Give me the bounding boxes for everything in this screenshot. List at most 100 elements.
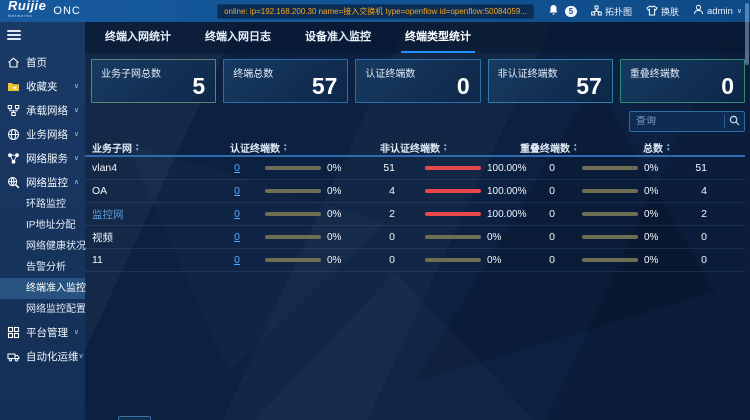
tab-bar: 终端入网统计 终端入网日志 设备准入监控 终端类型统计 [85,22,750,53]
cell-overlap-bar: 0% [555,255,685,266]
auth-percent: 0% [327,231,342,243]
tab-0[interactable]: 终端入网统计 [105,31,171,43]
menu-toggle-icon[interactable] [7,30,21,40]
cell-auth-count: 0 [155,185,240,197]
table-row: 监控网 0 0% 2 100.00% 0 0% 2 [85,203,745,226]
auth-count-link[interactable]: 0 [234,254,240,266]
sort-icon: ▲ ▼ [666,142,670,152]
sort-icon: ▲ ▼ [135,142,139,152]
stat-card-label: 终端总数 [233,69,274,80]
cell-unauth-bar: 100.00% [395,186,526,197]
overlap-percent: 0% [644,185,659,197]
progress-bar [425,166,481,170]
column-header-1[interactable]: 认证终端数 ▲ ▼ [230,142,288,155]
column-header-4[interactable]: 总数 ▲ ▼ [643,142,671,155]
search-row [85,103,750,138]
unauth-percent: 0% [487,231,502,243]
sidebar-subitem-9[interactable]: 告警分析 [26,262,66,273]
sidebar-item-1[interactable]: 收藏夹 ∨ [0,74,85,98]
cell-unauth-bar: 100.00% [395,208,527,220]
sidebar-item-4[interactable]: 网络服务 ∨ [0,146,85,170]
cell-unauth-bar: 100.00% [395,163,526,174]
table-row: OA 0 0% 4 100.00% 0 0% 4 [85,180,745,203]
chevron-down-icon: ∨ [78,353,84,360]
globe-icon [7,128,20,141]
column-header-2[interactable]: 非认证终端数 ▲ ▼ [380,142,448,155]
topology-button[interactable]: 拓扑图 [591,5,632,18]
tab-3[interactable]: 终端类型统计 [401,22,475,53]
auth-count-link[interactable]: 0 [234,162,240,174]
table-row: 11 0 0% 0 0% 0 0% 0 [85,249,745,272]
cell-auth-bar: 0% [240,232,366,243]
cell-unauth-count: 0 [389,231,395,243]
auth-count-link[interactable]: 0 [234,231,240,243]
progress-bar [265,212,321,216]
auth-percent: 0% [327,208,342,220]
overlap-percent: 0% [644,208,659,220]
auth-count-link[interactable]: 0 [234,185,240,197]
sidebar-subitem-6[interactable]: 环路监控 [26,199,66,210]
sidebar-item-label: 网络服务 [26,152,68,165]
subnet-table: 业务子网 ▲ ▼ 认证终端数 ▲ ▼ 非认证终端数 ▲ ▼ 重叠终端数 ▲ ▼ 总数 ▲ ▼ vlan4 0 0… [85,138,745,272]
chevron-down-icon: ∨ [73,107,79,114]
sidebar-subitem-7[interactable]: IP地址分配 [26,220,76,231]
tab-2[interactable]: 设备准入监控 [305,31,371,43]
cell-auth-count: 0 [155,231,240,243]
cell-overlap-count: 0 [549,231,555,243]
user-menu[interactable]: admin ∨ [693,4,742,18]
sort-icon: ▲ ▼ [443,142,447,152]
search-input[interactable] [636,116,720,127]
divider [724,115,725,128]
column-header-3[interactable]: 重叠终端数 ▲ ▼ [520,142,578,155]
search-box [629,111,745,132]
sidebar-item-12[interactable]: 平台管理 ∨ [0,320,85,344]
sidebar: 首页 收藏夹 ∨ 承载网络 ∨ 业务网络 ∨ 网络服务 ∨ 网络监控 ∧ 环路监控 IP地址分配 网络健康… [0,22,86,420]
sidebar-item-label: 自动化运维 [26,350,79,363]
sidebar-item-label: 收藏夹 [26,80,58,93]
sort-up-icon: ▲ [283,142,288,147]
top-bar: Ruijie Networks ONC online: ip=192.168.2… [0,0,750,22]
stat-card-label: 非认证终端数 [497,69,558,80]
auth-count-link[interactable]: 0 [234,208,240,220]
product-name: ONC [53,5,81,17]
sort-icon: ▲ ▼ [283,142,288,152]
sidebar-subitem-10[interactable]: 终端准入监控 [0,278,86,299]
shirt-icon [646,4,661,18]
cell-total: 0 [701,254,707,266]
sidebar-subitem-8[interactable]: 网络健康状况 [26,241,86,252]
stat-card-0: 业务子网总数 5 [91,59,217,103]
stat-card-1: 终端总数 57 [223,59,349,103]
stat-card-3: 非认证终端数 57 [487,59,613,103]
brand-name: Ruijie [8,0,47,13]
stat-card-value: 0 [721,73,735,99]
stat-card-label: 重叠终端数 [629,69,680,80]
monitor-globe-icon [7,176,20,189]
cell-unauth-count: 4 [389,185,395,197]
sidebar-item-3[interactable]: 业务网络 ∨ [0,122,85,146]
table-row: vlan4 0 0% 51 100.00% 0 0% 51 [85,157,745,180]
sidebar-item-2[interactable]: 承载网络 ∨ [0,98,85,122]
sidebar-item-5[interactable]: 网络监控 ∧ [0,170,85,194]
sidebar-item-0[interactable]: 首页 [0,50,85,74]
notification-bell[interactable]: 5 [548,4,577,18]
sidebar-item-label: 平台管理 [26,326,68,339]
bell-icon [548,4,562,18]
cell-overlap-bar: 0% [555,186,685,197]
online-status-badge: online: ip=192.168.200.30 name=接入交换机 typ… [217,3,534,19]
sidebar-subitem-11[interactable]: 网络监控配置 [26,304,86,315]
column-header-0[interactable]: 业务子网 ▲ ▼ [92,142,140,155]
brand-subtitle: Networks [8,13,33,18]
sort-down-icon: ▼ [283,146,288,152]
home-icon [7,56,20,69]
sidebar-item-label: 业务网络 [26,128,68,141]
tab-1[interactable]: 终端入网日志 [205,31,271,43]
cell-auth-bar: 0% [240,255,366,266]
sort-up-icon: ▲ [573,142,578,147]
search-icon[interactable] [729,115,740,129]
sidebar-item-label: 承载网络 [26,104,68,117]
unauth-percent: 100.00% [487,208,527,220]
cell-overlap-count: 0 [549,208,555,220]
change-skin-button[interactable]: 换肤 [646,4,679,18]
scrollbar-thumb[interactable] [745,3,749,65]
sidebar-item-13[interactable]: 自动化运维 ∨ [0,344,85,368]
